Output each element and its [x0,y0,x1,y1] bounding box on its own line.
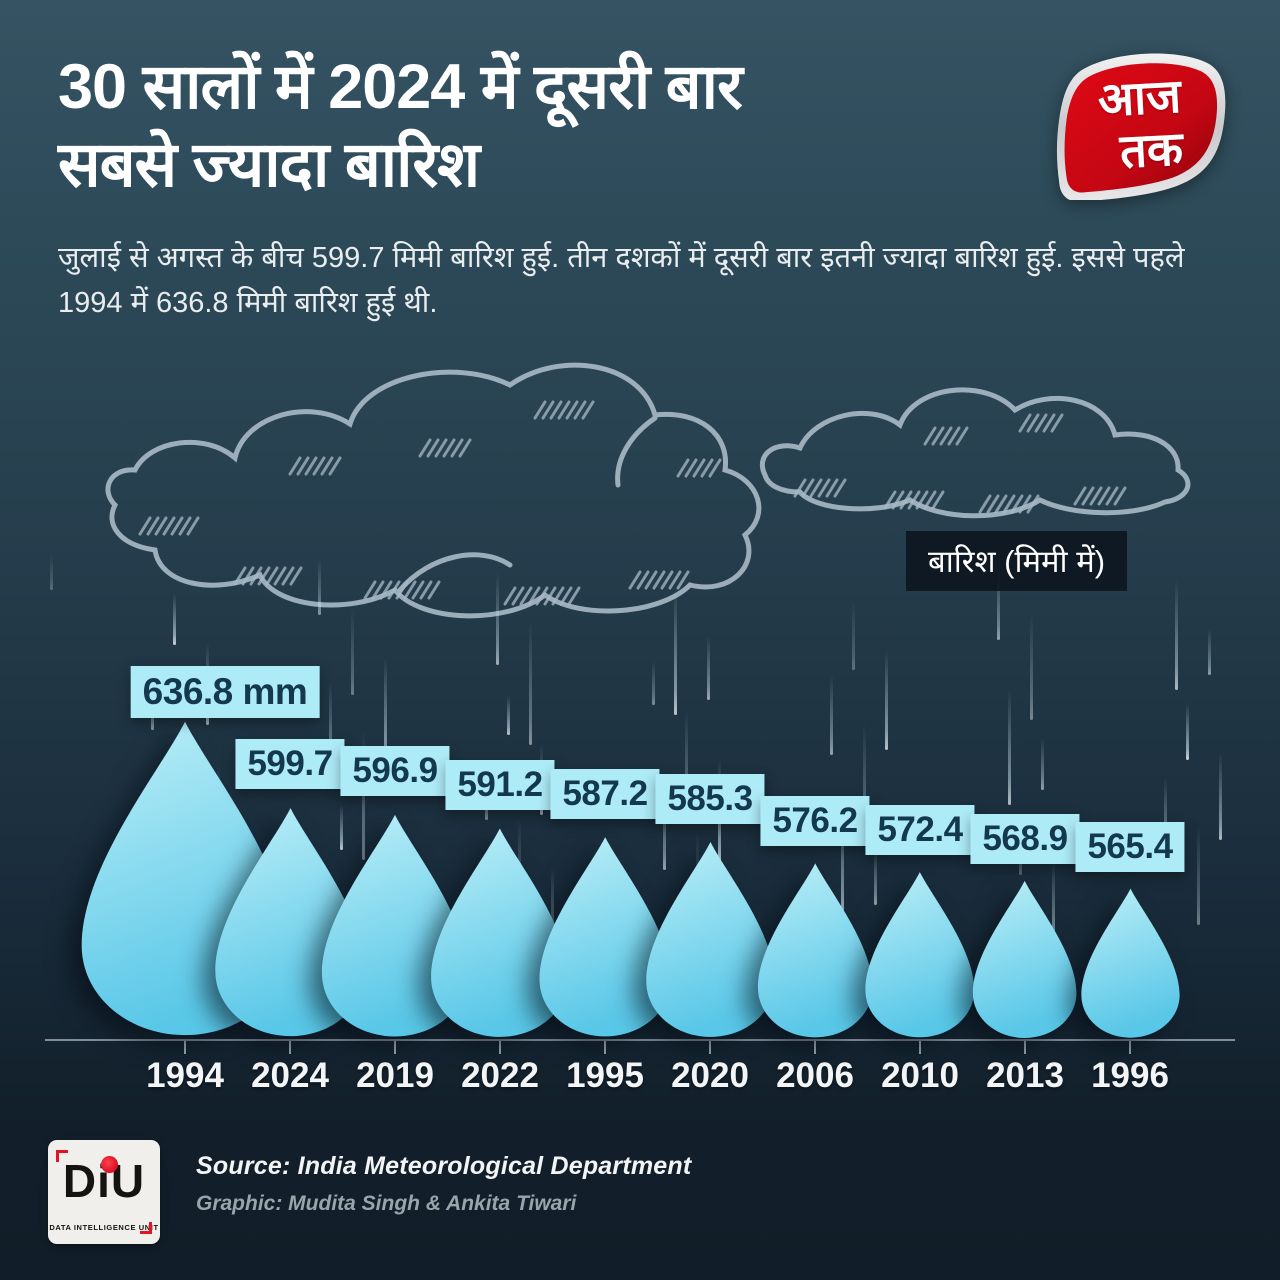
aajtak-logo-shape [1056,53,1226,202]
raindrop-bar [1080,888,1180,1038]
year-label: 1996 [1091,1056,1169,1095]
source-text: Source: India Meteorological Department [196,1152,692,1180]
axis-tick [1129,1041,1131,1054]
year-label: 2006 [776,1056,854,1095]
raindrop-bar [865,872,975,1038]
rain-streak [707,636,710,700]
rain-streak [1208,629,1211,675]
value-label: 576.2 [760,795,870,846]
rain-streak [340,805,343,850]
rain-streak [1052,861,1055,955]
rain-streak [496,573,499,665]
axis-tick [289,1041,291,1054]
rain-streak [863,724,866,835]
year-label: 1994 [146,1056,224,1095]
rain-streak [1030,615,1033,720]
diu-dot-icon [101,1156,118,1173]
axis-tick [394,1041,396,1054]
value-label: 568.9 [970,813,1080,864]
rain-streak [318,559,321,615]
year-label: 2024 [251,1056,329,1095]
rain-streak [1041,738,1044,790]
aajtak-word-bottom: तक [1118,121,1185,178]
rain-streak [173,594,176,645]
rain-streak [1008,689,1011,805]
value-label: 572.4 [865,805,975,856]
diu-logo: DiU DATA INTELLIGENCE UNIT [48,1140,160,1244]
rain-streak [1197,826,1200,925]
aajtak-logo: आज तक [1052,44,1228,202]
rain-streak [50,555,53,590]
raindrop-bar [757,863,873,1038]
axis-tick [604,1041,606,1054]
rain-streak [852,601,855,670]
year-label: 2013 [986,1056,1064,1095]
rain-streak [997,566,1000,640]
axis-tick [814,1041,816,1054]
rain-streak [830,675,833,755]
axis-tick [184,1041,186,1054]
baseline-axis [45,1039,1235,1041]
value-label: 587.2 [550,769,660,820]
rain-streak [529,622,532,745]
subtitle-text: जुलाई से अगस्त के बीच 599.7 मिमी बारिश ह… [58,242,1185,319]
rain-streak [841,798,844,920]
value-label: 591.2 [445,759,555,810]
value-label: 596.9 [340,746,450,797]
rain-streak [874,847,877,905]
axis-tick [919,1041,921,1054]
rain-streak [384,657,387,775]
year-label: 2019 [356,1056,434,1095]
year-label: 1995 [566,1056,644,1095]
rain-streak [1219,752,1222,840]
legend-label: बारिश (मिमी में) [906,531,1128,591]
year-label: 2020 [671,1056,749,1095]
axis-tick [709,1041,711,1054]
rain-streak [1186,703,1189,760]
aajtak-word-top: आज [1096,68,1183,127]
rain-streak [518,819,521,900]
title-line-2: सबसे ज्यादा बारिश [58,130,480,201]
raindrop-bar [645,842,775,1037]
year-label: 2010 [881,1056,959,1095]
diu-bracket-icon [56,1150,68,1162]
raindrop-bar [973,880,1077,1038]
title-line-1: 30 सालों में 2024 में दूसरी बार [58,52,743,122]
rain-streak [1164,777,1167,845]
rain-streak [885,650,888,750]
value-label: 585.3 [655,774,765,825]
credit-text: Graphic: Mudita Singh & Ankita Tiwari [196,1192,577,1215]
storm-clouds-illustration [105,362,1191,619]
rain-streak [1175,580,1178,690]
diu-bracket-icon [140,1222,152,1234]
diu-logo-subtitle: DATA INTELLIGENCE UNIT [49,1223,159,1232]
rain-streak [652,661,655,705]
rain-streak [685,710,688,785]
axis-tick [499,1041,501,1054]
rain-streak [507,696,510,735]
page-title: 30 सालों में 2024 में दूसरी बार सबसे ज्य… [58,48,1058,204]
year-label: 2022 [461,1056,539,1095]
axis-tick [1024,1041,1026,1054]
rain-streak [329,682,332,780]
rain-streak [351,608,354,695]
raindrop-bar [431,828,569,1037]
rain-streak [674,587,677,715]
value-label: 599.7 [235,739,345,790]
value-label: 565.4 [1075,822,1185,872]
rain-streak [663,784,666,870]
value-label: 636.8 mm [130,665,320,718]
raindrop-bar [539,837,671,1037]
